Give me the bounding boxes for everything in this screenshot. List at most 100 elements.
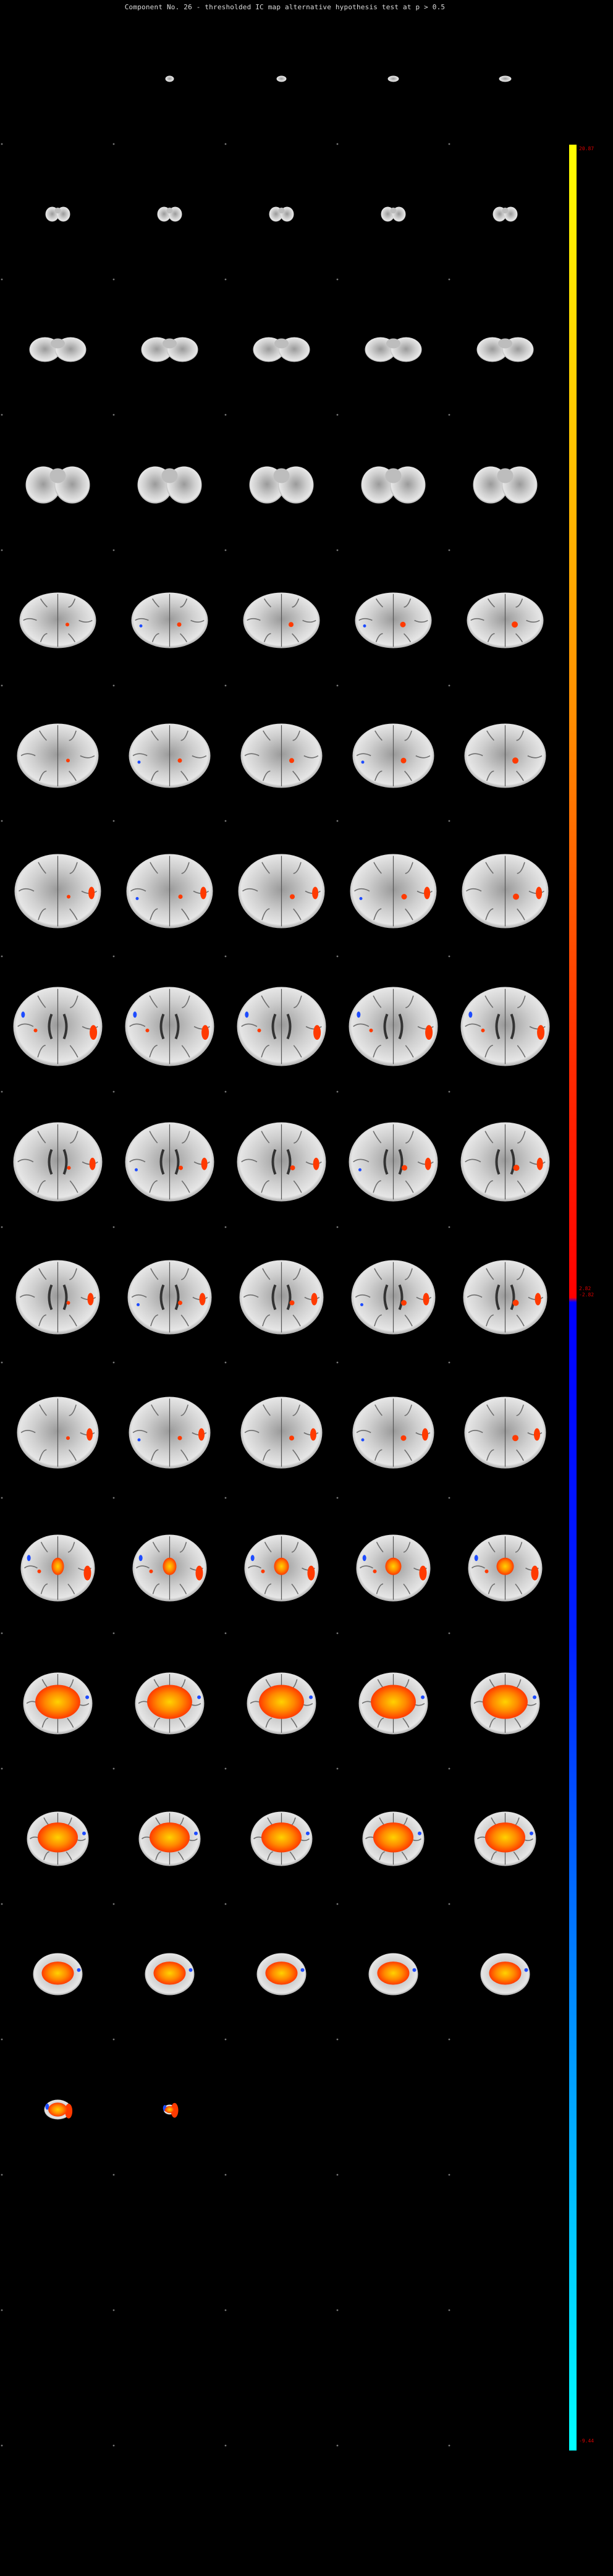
brain-slice [244, 1534, 319, 1602]
brain-slice [253, 337, 310, 362]
sulcus [526, 619, 540, 623]
sulcus [66, 1851, 72, 1861]
sulcus [263, 1449, 271, 1461]
slice-corner-marker [448, 278, 450, 281]
slice-corner-marker [448, 1226, 450, 1228]
activation-positive [385, 1557, 402, 1575]
sulcus [132, 753, 148, 757]
sulcus [263, 730, 271, 741]
sulcus [488, 1583, 496, 1594]
sulcus [404, 730, 412, 741]
sulcus [151, 598, 160, 608]
activation-negative [45, 2103, 49, 2110]
sulcus [261, 862, 270, 874]
sulcus [486, 1449, 494, 1461]
sulcus [489, 1717, 496, 1728]
activation-positive [257, 1028, 261, 1032]
sulcus [374, 1449, 383, 1461]
slice-corner-marker [336, 414, 339, 416]
activation-positive [377, 1962, 410, 1985]
sulcus [129, 1158, 146, 1163]
sulcus [374, 770, 383, 781]
sulcus [37, 1180, 46, 1193]
activation-negative [361, 760, 365, 764]
ventricles [48, 1013, 68, 1040]
slice-corner-marker [112, 278, 115, 281]
brain-slice [126, 854, 213, 929]
slice-corner-marker [336, 1632, 339, 1634]
sulcus [262, 1314, 270, 1327]
brain-slice [365, 337, 422, 362]
sulcus [405, 995, 414, 1008]
activation-negative [133, 1011, 137, 1018]
activation-positive [86, 1428, 93, 1441]
sulcus [484, 1045, 493, 1058]
sulcus [376, 1542, 384, 1553]
sulcus [129, 1023, 146, 1027]
sulcus [69, 1180, 78, 1193]
sulcus [515, 598, 523, 608]
sulcus [517, 1180, 526, 1193]
ventricles [48, 1149, 68, 1175]
brain-slice [17, 723, 99, 788]
brain-slice [351, 1260, 436, 1335]
slice-corner-marker [224, 820, 227, 822]
activation-positive [401, 894, 407, 899]
slice-corner-marker [448, 2309, 450, 2311]
sulcus [485, 862, 494, 874]
ventricles [271, 1284, 292, 1311]
sulcus [404, 1405, 412, 1416]
sulcus [373, 1131, 382, 1144]
activation-negative [362, 1555, 366, 1562]
activation-positive [41, 1962, 74, 1985]
sulcus [294, 995, 302, 1008]
brain-slice [125, 1122, 214, 1202]
slice-corner-marker [224, 2038, 227, 2041]
ventricles [383, 1013, 404, 1040]
slice-corner-marker [112, 955, 115, 958]
activation-negative [418, 1831, 421, 1835]
sulcus [403, 1583, 411, 1594]
sulcus [150, 862, 158, 874]
sulcus [265, 1717, 273, 1728]
sulcus [373, 995, 382, 1008]
slice-corner-marker [448, 684, 450, 687]
activation-positive [307, 1565, 315, 1581]
slice-corner-marker [448, 1497, 450, 1499]
sulcus [180, 1314, 189, 1327]
ventricles [159, 1149, 180, 1175]
slice-corner-marker [1, 549, 3, 551]
activation-positive [402, 1165, 407, 1171]
sulcus [302, 619, 316, 623]
sulcus [471, 1565, 485, 1569]
sulcus [267, 1851, 273, 1861]
brain-outline [165, 75, 174, 82]
sulcus [264, 1542, 272, 1553]
slice-corner-marker [224, 684, 227, 687]
sulcus [67, 1542, 75, 1553]
sulcus [261, 908, 270, 920]
sulcus [241, 1023, 258, 1027]
figure-title: Component No. 26 - thresholded IC map al… [124, 3, 446, 11]
activation-positive [37, 1569, 41, 1573]
brain-slice [240, 723, 323, 788]
brainstem [51, 338, 65, 349]
ventricles [159, 1013, 180, 1040]
brain-slice [276, 75, 287, 82]
slice-corner-marker [448, 2038, 450, 2041]
activation-negative [21, 1011, 25, 1018]
brain-slice [499, 75, 512, 82]
ventricles [495, 1284, 515, 1311]
sulcus [468, 1430, 483, 1434]
brain-slice [243, 592, 320, 648]
slice-corner-marker [112, 684, 115, 687]
sulcus [465, 1158, 481, 1163]
activation-negative [533, 1695, 537, 1699]
sulcus [38, 862, 46, 874]
brainstem [498, 338, 512, 349]
brain-slice [470, 1672, 540, 1735]
sulcus [67, 1583, 75, 1594]
ventricles [495, 1149, 515, 1175]
sulcus [292, 730, 300, 741]
activation-negative [137, 760, 141, 764]
